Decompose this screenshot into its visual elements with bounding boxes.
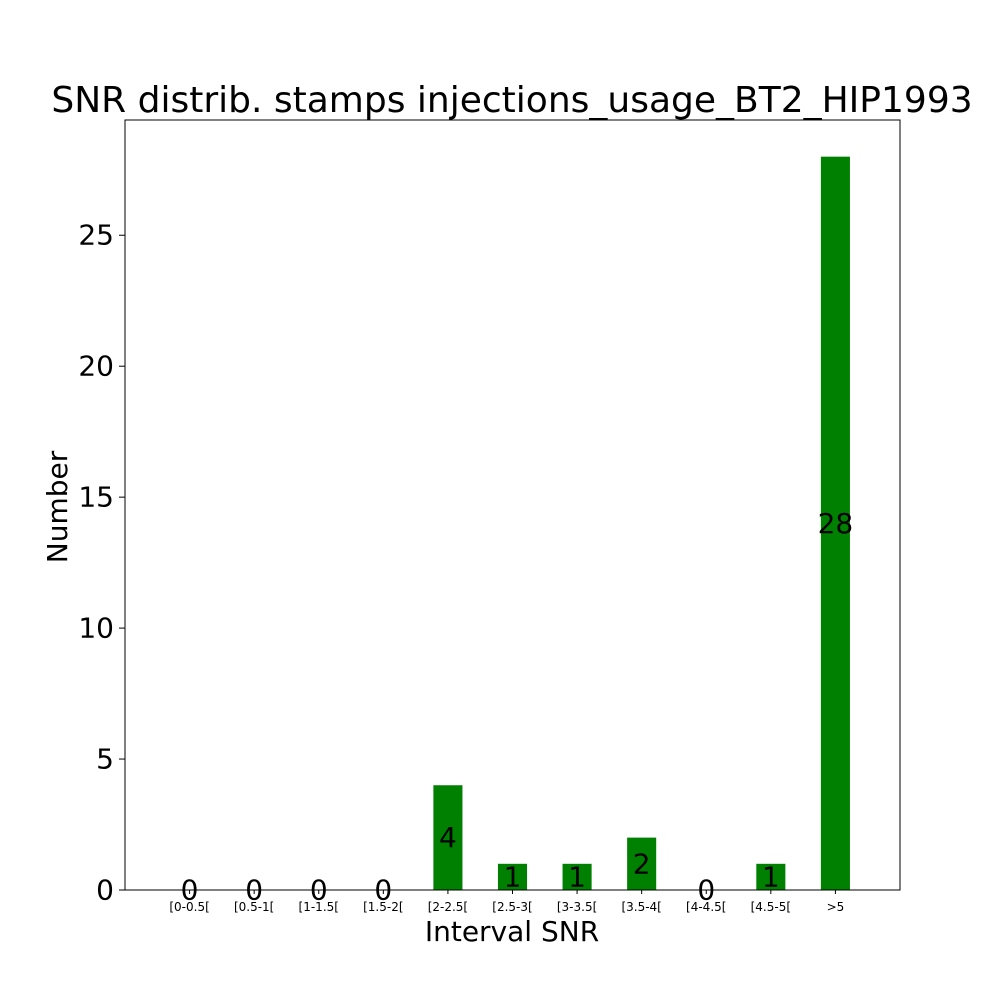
x-tick-label-0: [0-0.5[ (169, 900, 209, 914)
bar-value-label-6: 1 (568, 860, 586, 893)
bar-7 (627, 837, 657, 890)
y-axis-label: Number (41, 450, 74, 563)
bar-value-label-4: 4 (439, 821, 457, 854)
y-tick-label-3: 15 (78, 481, 114, 514)
x-tick-label-2: [1-1.5[ (299, 900, 339, 914)
y-tick-label-0: 0 (96, 874, 114, 907)
bar-6 (562, 863, 592, 890)
chart-title: SNR distrib. stamps injections_usage_BT2… (51, 80, 972, 121)
x-tick-label-8: [4-4.5[ (686, 900, 726, 914)
bar-4 (433, 785, 463, 890)
x-tick-label-1: [0.5-1[ (234, 900, 274, 914)
bar-10 (820, 156, 850, 890)
x-tick-label-6: [3-3.5[ (557, 900, 597, 914)
y-tick-label-4: 20 (78, 350, 114, 383)
y-tick-label-2: 10 (78, 612, 114, 645)
x-tick-label-5: [2.5-3[ (492, 900, 532, 914)
bar-value-label-9: 1 (762, 860, 780, 893)
y-tick-label-1: 5 (96, 743, 114, 776)
bar-9 (756, 863, 786, 890)
y-tick-label-5: 25 (78, 219, 114, 252)
y-axis-ticks: 0 5 10 15 20 25 (78, 219, 125, 907)
x-tick-label-9: [4.5-5[ (751, 900, 791, 914)
x-tick-label-10: >5 (827, 900, 845, 914)
x-axis-ticks: [0-0.5[ [0.5-1[ [1-1.5[ [1.5-2[ [2-2.5[ [2.5-… (169, 890, 844, 914)
x-tick-label-7: [3.5-4[ (621, 900, 661, 914)
bar-value-label-10: 28 (818, 507, 854, 540)
x-tick-label-4: [2-2.5[ (428, 900, 468, 914)
bar-value-label-7: 2 (633, 847, 651, 880)
x-tick-label-3: [1.5-2[ (363, 900, 403, 914)
bar-5 (497, 863, 528, 890)
bars-group (433, 156, 850, 890)
x-axis-label: Interval SNR (425, 915, 599, 948)
bar-value-label-5: 1 (504, 860, 522, 893)
